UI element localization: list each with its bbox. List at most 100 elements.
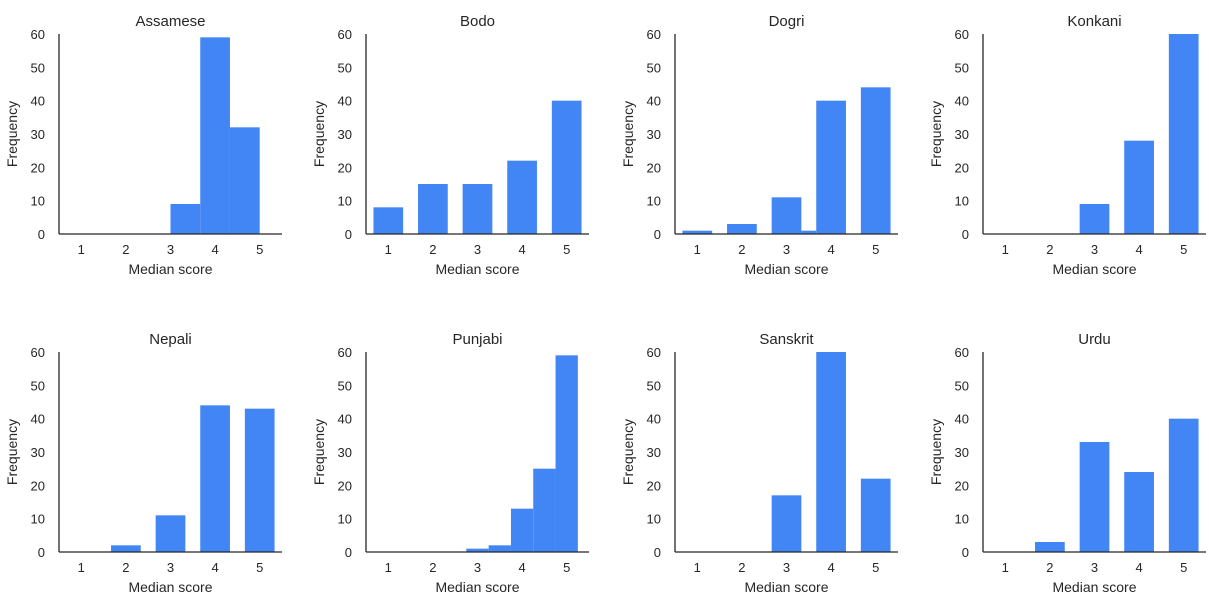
y-tick-label: 40 [338, 412, 352, 427]
y-tick-label: 0 [38, 545, 45, 560]
y-axis-label: Frequency [928, 101, 944, 167]
x-tick-label: 3 [783, 560, 790, 575]
y-tick-label: 40 [31, 94, 45, 109]
panel-title: Assamese [135, 13, 205, 30]
histogram-panel: 0 10 20 30 40 50 60 1 2 3 4 5 Sanskrit Median score Fr… [620, 331, 898, 595]
x-tick-label: 2 [738, 242, 745, 257]
histogram-bar [170, 204, 201, 234]
histogram-bar [1035, 542, 1065, 552]
x-tick-label: 4 [518, 560, 525, 575]
histogram-bar [860, 478, 891, 552]
histogram-bar [1124, 140, 1154, 234]
y-tick-label: 40 [955, 412, 969, 427]
x-tick-label: 1 [385, 560, 392, 575]
x-tick-label: 2 [1046, 560, 1053, 575]
x-tick-label: 5 [872, 560, 879, 575]
histogram-bar [801, 230, 817, 234]
y-tick-label: 60 [338, 345, 352, 360]
y-tick-label: 10 [955, 512, 969, 527]
y-tick-label: 30 [338, 445, 352, 460]
panel-title: Nepali [149, 331, 192, 348]
histogram-bar [229, 127, 260, 234]
y-tick-label: 0 [654, 227, 661, 242]
y-tick-label: 20 [955, 160, 969, 175]
x-axis-label: Median score [128, 261, 212, 277]
y-tick-label: 0 [345, 545, 352, 560]
x-tick-label: 5 [256, 242, 263, 257]
y-tick-label: 20 [647, 160, 661, 175]
histogram-bar [816, 352, 846, 552]
x-tick-label: 5 [563, 560, 570, 575]
histogram-bar [816, 100, 846, 235]
y-tick-label: 10 [338, 194, 352, 209]
x-tick-label: 3 [474, 560, 481, 575]
x-tick-label: 3 [167, 242, 174, 257]
histogram-bar [727, 224, 757, 234]
y-tick-label: 20 [955, 478, 969, 493]
x-tick-label: 3 [783, 242, 790, 257]
histogram-bar [771, 495, 802, 552]
x-tick-label: 4 [827, 242, 834, 257]
y-tick-label: 0 [962, 227, 969, 242]
y-tick-label: 50 [31, 60, 45, 75]
y-tick-label: 30 [647, 445, 661, 460]
y-tick-label: 30 [31, 445, 45, 460]
y-axis-label: Frequency [311, 101, 327, 167]
histogram-panel: 0 10 20 30 40 50 60 1 2 3 4 5 Dogri Median score Frequ… [620, 13, 898, 277]
y-tick-label: 10 [31, 194, 45, 209]
y-tick-label: 60 [647, 27, 661, 42]
x-tick-label: 3 [1091, 242, 1098, 257]
x-tick-label: 4 [211, 242, 218, 257]
histogram-bar [771, 197, 802, 234]
x-tick-label: 5 [563, 242, 570, 257]
x-tick-label: 2 [429, 560, 436, 575]
y-tick-label: 30 [31, 127, 45, 142]
panel-title: Dogri [769, 13, 805, 30]
y-axis-label: Frequency [928, 419, 944, 485]
histogram-bar [373, 207, 404, 234]
histogram-panel: 0 10 20 30 40 50 60 1 2 3 4 5 Bodo Median score Freque… [311, 13, 589, 277]
y-tick-label: 20 [338, 478, 352, 493]
y-tick-label: 50 [338, 378, 352, 393]
y-tick-label: 50 [955, 60, 969, 75]
histogram-bar [533, 468, 556, 552]
y-tick-label: 60 [955, 345, 969, 360]
y-tick-label: 0 [38, 227, 45, 242]
y-tick-label: 10 [647, 194, 661, 209]
histogram-bar [1168, 34, 1199, 234]
y-tick-label: 0 [962, 545, 969, 560]
y-tick-label: 60 [647, 345, 661, 360]
panel-title: Sanskrit [759, 331, 814, 348]
histogram-bar [1079, 204, 1110, 234]
x-tick-label: 1 [385, 242, 392, 257]
y-tick-label: 40 [31, 412, 45, 427]
y-tick-label: 10 [338, 512, 352, 527]
x-tick-label: 1 [694, 242, 701, 257]
x-tick-label: 1 [694, 560, 701, 575]
panel-title: Punjabi [452, 331, 502, 348]
x-tick-label: 5 [256, 560, 263, 575]
x-axis-label: Median score [435, 579, 519, 595]
y-tick-label: 20 [31, 160, 45, 175]
x-tick-label: 2 [122, 560, 129, 575]
x-tick-label: 2 [429, 242, 436, 257]
y-tick-label: 60 [31, 345, 45, 360]
x-tick-label: 5 [1180, 242, 1187, 257]
y-tick-label: 50 [338, 60, 352, 75]
y-tick-label: 50 [647, 60, 661, 75]
y-tick-label: 30 [955, 445, 969, 460]
y-tick-label: 50 [647, 378, 661, 393]
panel-title: Bodo [460, 13, 495, 30]
histogram-bar [111, 545, 141, 552]
y-axis-label: Frequency [4, 101, 20, 167]
histogram-bar [507, 160, 537, 234]
y-tick-label: 30 [955, 127, 969, 142]
histogram-bar [1124, 472, 1154, 552]
y-tick-label: 50 [955, 378, 969, 393]
x-tick-label: 1 [78, 242, 85, 257]
x-tick-label: 3 [1091, 560, 1098, 575]
y-tick-label: 60 [955, 27, 969, 42]
histogram-bar [555, 355, 578, 552]
x-tick-label: 3 [474, 242, 481, 257]
